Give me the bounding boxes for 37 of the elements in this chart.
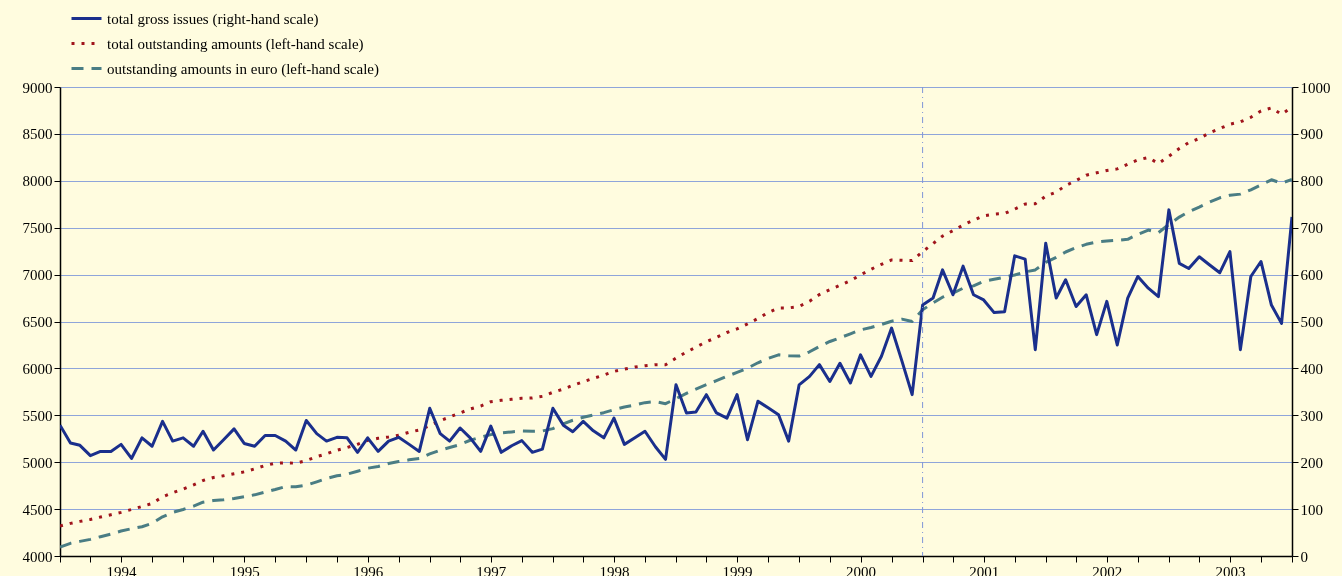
y2-tick-label: 900 (1300, 126, 1323, 143)
x-tick-label: 2001 (969, 563, 1000, 576)
line-series (60, 208, 1292, 461)
y-tick-label: 4500 (22, 501, 53, 518)
y2-tick-label: 300 (1300, 407, 1323, 424)
x-tick-label: 1998 (599, 563, 630, 576)
legend-label: total gross issues (right-hand scale) (107, 10, 319, 28)
y2-tick-label: 200 (1300, 454, 1323, 471)
y2-tick-label: 800 (1300, 173, 1323, 190)
x-tick-label: 1999 (722, 563, 753, 576)
y-tick-label: 6000 (22, 360, 53, 377)
line-series (60, 177, 1292, 549)
y2-tick-label: 500 (1300, 314, 1323, 330)
y-tick-label: 5500 (22, 407, 53, 424)
y2-tick-label: 0 (1300, 548, 1308, 565)
x-tick-label: 2003 (1215, 563, 1246, 576)
y2-tick-label: 100 (1300, 501, 1323, 518)
y-tick-label: 6500 (22, 314, 53, 330)
x-tick-label: 2002 (1092, 563, 1123, 576)
x-tick-label: 1995 (229, 563, 260, 576)
x-tick-label: 1997 (476, 563, 507, 576)
y-tick-label: 8000 (22, 173, 53, 190)
y2-tick-label: 400 (1300, 360, 1323, 377)
y-tick-label: 8500 (22, 126, 53, 143)
y-tick-label: 7500 (22, 220, 53, 237)
legend-label: total outstanding amounts (left-hand scale) (107, 35, 364, 53)
legend-label: outstanding amounts in euro (left-hand scale) (107, 60, 380, 78)
y2-tick-label: 1000 (1300, 79, 1331, 96)
y-tick-label: 5000 (22, 454, 53, 471)
y2-tick-label: 600 (1300, 267, 1323, 284)
x-tick-label: 1994 (106, 563, 138, 576)
x-tick-label: 2000 (846, 563, 877, 576)
x-tick-label: 1996 (353, 563, 384, 576)
y-tick-label: 7000 (22, 267, 53, 284)
y2-tick-label: 700 (1300, 220, 1323, 237)
y-tick-label: 4000 (22, 548, 53, 565)
y-tick-label: 9000 (22, 79, 53, 96)
